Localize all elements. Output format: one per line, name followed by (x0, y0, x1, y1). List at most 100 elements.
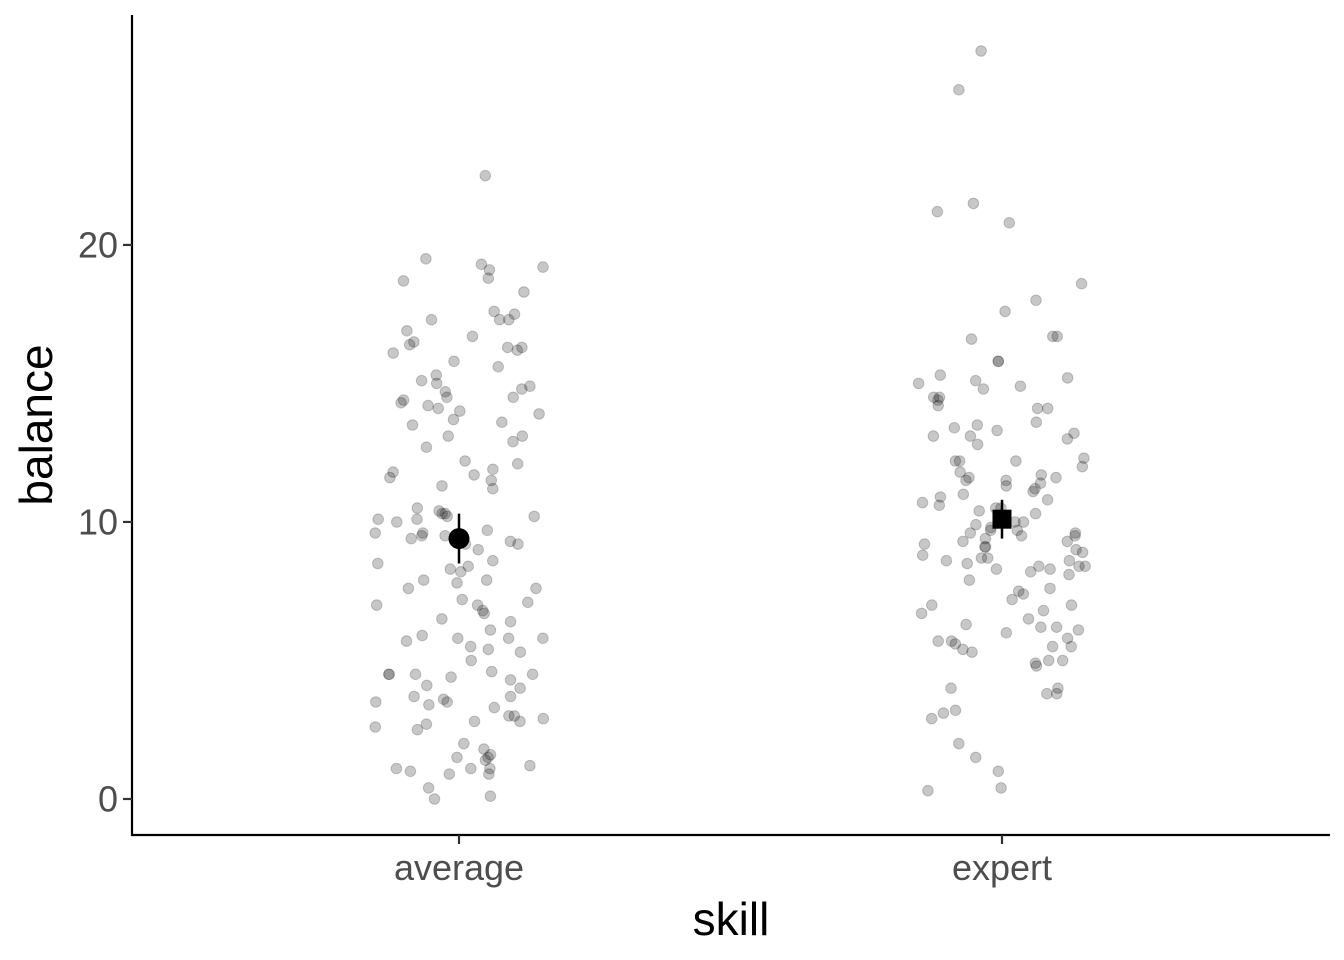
data-point (403, 338, 416, 351)
data-point (442, 430, 455, 442)
data-point (445, 671, 457, 683)
data-point (1029, 482, 1041, 495)
data-point (487, 554, 499, 567)
data-point (516, 383, 528, 395)
data-point (1072, 624, 1085, 636)
data-point (1024, 566, 1037, 578)
data-point (537, 712, 550, 725)
data-point (949, 704, 962, 717)
data-point (484, 624, 497, 636)
data-point (451, 577, 463, 589)
data-point (990, 563, 1003, 575)
data-point (999, 305, 1011, 318)
data-point (416, 629, 429, 642)
data-point (1065, 640, 1077, 653)
data-point (1000, 627, 1013, 639)
data-point (406, 419, 419, 431)
data-point (480, 574, 493, 586)
data-point (436, 613, 448, 625)
data-point (507, 391, 520, 404)
data-point (439, 507, 451, 520)
data-point (487, 482, 499, 495)
data-point (992, 355, 1005, 368)
data-point (439, 386, 452, 398)
y-axis-title: balance (10, 344, 62, 505)
data-point (1075, 277, 1088, 290)
data-point (1014, 380, 1027, 393)
data-point (1003, 217, 1016, 229)
data-point (384, 471, 396, 484)
data-point (1042, 654, 1055, 667)
data-point (1063, 554, 1076, 567)
data-point (1068, 427, 1080, 440)
data-point (949, 455, 962, 467)
data-point (963, 471, 975, 484)
data-point (372, 513, 385, 526)
data-point (369, 527, 382, 539)
data-point (484, 762, 496, 775)
data-point (1046, 640, 1059, 653)
data-point (492, 361, 505, 373)
data-point (1063, 568, 1075, 581)
data-point (370, 696, 382, 708)
data-point (992, 765, 1005, 778)
data-point (479, 754, 492, 767)
data-point (957, 643, 969, 656)
summary-layer (448, 499, 1012, 564)
data-point (511, 458, 524, 470)
data-point (992, 355, 1005, 368)
data-point (1034, 477, 1047, 490)
data-point (932, 635, 945, 647)
data-point (1044, 582, 1056, 595)
data-point (973, 505, 986, 517)
data-point (1079, 560, 1091, 573)
data-point (1022, 613, 1035, 625)
data-point (945, 635, 958, 647)
data-point (472, 543, 485, 556)
data-point (931, 205, 944, 218)
data-point (430, 369, 443, 381)
data-point (1035, 621, 1047, 634)
data-point (526, 668, 539, 681)
data-point (1006, 593, 1018, 606)
data-point (402, 582, 415, 595)
data-point (483, 768, 495, 780)
data-point (401, 325, 413, 337)
data-point (404, 765, 417, 778)
data-point (488, 701, 501, 714)
data-point (1030, 416, 1043, 429)
data-point (1056, 654, 1069, 667)
data-point (459, 455, 471, 467)
data-point (949, 638, 962, 650)
data-point (1010, 455, 1022, 467)
data-point (428, 793, 441, 805)
data-point (466, 330, 479, 343)
data-point (443, 768, 456, 780)
data-point (514, 682, 526, 695)
data-point (1000, 474, 1012, 487)
data-point (979, 532, 992, 545)
data-point (417, 574, 430, 586)
data-point (405, 532, 418, 545)
data-point (441, 510, 454, 523)
data-point (933, 391, 946, 404)
data-point (508, 710, 521, 722)
data-point (918, 538, 931, 550)
data-point (400, 635, 413, 647)
data-point (1029, 657, 1042, 670)
data-point (981, 552, 994, 564)
data-point (1052, 682, 1064, 695)
data-point (1061, 535, 1074, 548)
data-point (1041, 494, 1054, 506)
data-point (514, 715, 526, 728)
data-point (1061, 372, 1074, 384)
data-point (447, 413, 460, 426)
data-point (963, 574, 976, 586)
data-point (957, 535, 969, 548)
data-point (482, 272, 495, 285)
data-point (516, 341, 528, 354)
data-point (432, 402, 445, 415)
data-point (934, 491, 947, 503)
data-point (995, 782, 1007, 794)
data-point (484, 748, 497, 761)
